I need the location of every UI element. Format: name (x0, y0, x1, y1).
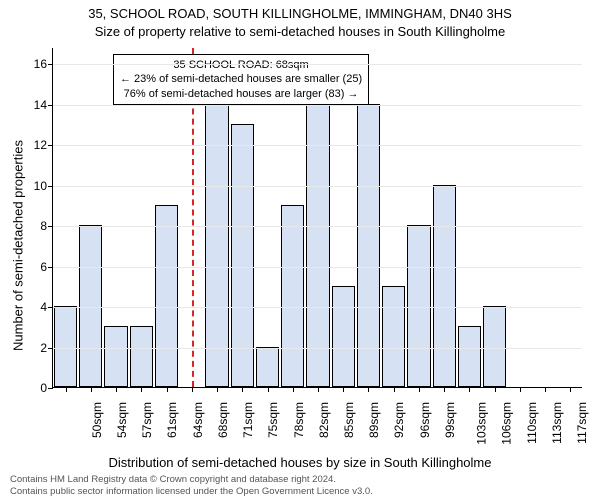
x-tick-label: 110sqm (524, 402, 538, 444)
chart-subtitle: Size of property relative to semi-detach… (0, 24, 600, 39)
x-tick-mark (419, 387, 420, 392)
x-tick-label: 64sqm (191, 402, 205, 438)
footer-attribution: Contains HM Land Registry data © Crown c… (0, 474, 600, 498)
bar (458, 326, 481, 387)
y-tick-label: 2 (23, 341, 47, 355)
x-tick-label: 85sqm (342, 402, 356, 438)
y-tick-mark (48, 348, 53, 349)
x-tick-mark (242, 387, 243, 392)
x-tick-label: 75sqm (266, 402, 280, 438)
bar (130, 326, 153, 387)
bar (407, 225, 430, 387)
x-tick-mark (293, 387, 294, 392)
y-tick-label: 4 (23, 300, 47, 314)
y-tick-mark (48, 267, 53, 268)
x-tick-label: 68sqm (216, 402, 230, 438)
x-tick-label: 113sqm (550, 402, 564, 444)
x-tick-label: 61sqm (165, 402, 179, 438)
footer-line-2: Contains public sector information licen… (10, 486, 600, 498)
gridline (53, 105, 582, 106)
y-axis-label-container: Number of semi-detached properties (8, 0, 24, 500)
x-tick-mark (141, 387, 142, 392)
x-tick-label: 82sqm (317, 402, 331, 438)
bar (433, 185, 456, 387)
x-tick-label: 106sqm (500, 402, 514, 445)
bar (104, 326, 127, 387)
x-tick-mark (570, 387, 571, 392)
gridline (53, 307, 582, 308)
x-tick-label: 89sqm (367, 402, 381, 438)
x-tick-mark (268, 387, 269, 392)
y-tick-mark (48, 145, 53, 146)
x-tick-mark (444, 387, 445, 392)
y-tick-label: 6 (23, 260, 47, 274)
x-tick-mark (394, 387, 395, 392)
y-tick-label: 12 (23, 138, 47, 152)
x-tick-label: 71sqm (241, 402, 255, 438)
y-tick-label: 0 (23, 381, 47, 395)
bar (382, 286, 405, 387)
x-tick-mark (318, 387, 319, 392)
y-tick-label: 16 (23, 57, 47, 71)
bar (357, 104, 380, 387)
bar (256, 347, 279, 387)
y-axis-label: Number of semi-detached properties (11, 126, 26, 366)
x-tick-mark (167, 387, 168, 392)
x-tick-label: 50sqm (90, 402, 104, 438)
y-tick-label: 8 (23, 219, 47, 233)
x-tick-mark (116, 387, 117, 392)
x-tick-mark (192, 387, 193, 392)
annotation-line-3: 76% of semi-detached houses are larger (… (120, 87, 362, 101)
bar (155, 205, 178, 387)
page-title: 35, SCHOOL ROAD, SOUTH KILLINGHOLME, IMM… (0, 6, 600, 21)
x-tick-mark (520, 387, 521, 392)
gridline (53, 145, 582, 146)
x-tick-label: 78sqm (292, 402, 306, 438)
x-tick-mark (343, 387, 344, 392)
y-tick-mark (48, 307, 53, 308)
annotation-box: 35 SCHOOL ROAD: 68sqm ← 23% of semi-deta… (113, 54, 369, 105)
gridline (53, 186, 582, 187)
x-tick-label: 57sqm (140, 402, 154, 438)
gridline (53, 64, 582, 65)
x-tick-label: 54sqm (115, 402, 129, 438)
bar (332, 286, 355, 387)
y-tick-mark (48, 186, 53, 187)
y-tick-label: 10 (23, 179, 47, 193)
x-tick-label: 96sqm (418, 402, 432, 438)
y-tick-mark (48, 64, 53, 65)
footer-line-1: Contains HM Land Registry data © Crown c… (10, 474, 600, 486)
x-tick-mark (495, 387, 496, 392)
x-axis-label: Distribution of semi-detached houses by … (0, 455, 600, 470)
y-tick-mark (48, 388, 53, 389)
bar (306, 83, 329, 387)
x-tick-label: 99sqm (443, 402, 457, 438)
x-tick-label: 92sqm (393, 402, 407, 438)
bar (205, 63, 228, 387)
x-tick-mark (368, 387, 369, 392)
x-tick-mark (217, 387, 218, 392)
x-tick-mark (469, 387, 470, 392)
x-tick-mark (545, 387, 546, 392)
bar (79, 225, 102, 387)
gridline (53, 267, 582, 268)
x-tick-mark (91, 387, 92, 392)
y-tick-label: 14 (23, 98, 47, 112)
y-tick-mark (48, 105, 53, 106)
y-tick-mark (48, 226, 53, 227)
x-tick-label: 117sqm (575, 402, 589, 444)
gridline (53, 348, 582, 349)
annotation-line-2: ← 23% of semi-detached houses are smalle… (120, 72, 362, 86)
x-tick-label: 103sqm (475, 402, 489, 445)
gridline (53, 226, 582, 227)
chart-plot-area: 35 SCHOOL ROAD: 68sqm ← 23% of semi-deta… (52, 48, 582, 388)
bar (281, 205, 304, 387)
x-tick-mark (66, 387, 67, 392)
